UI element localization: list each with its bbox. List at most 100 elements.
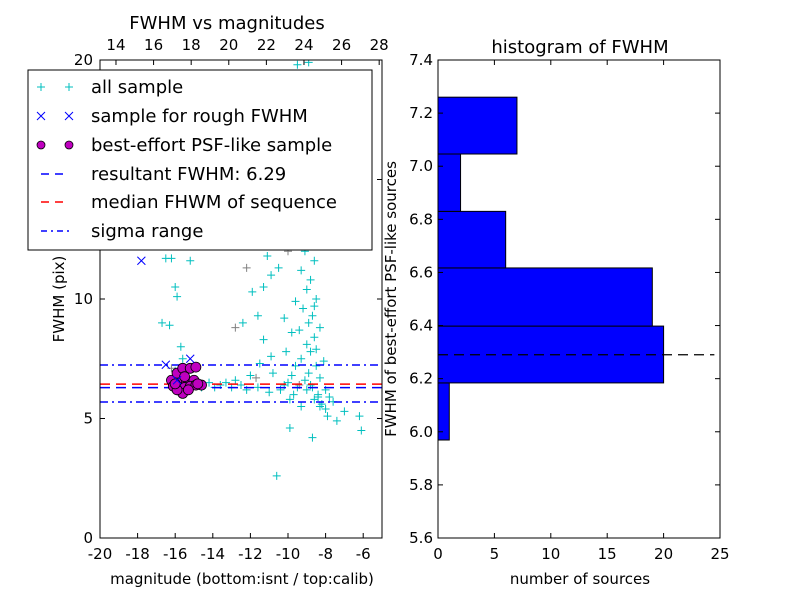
legend-plus-icon <box>37 83 45 91</box>
legend-box <box>27 69 373 251</box>
all-sample-point <box>158 318 167 327</box>
all-sample-point <box>315 323 324 332</box>
y-tick-label: 5.8 <box>409 476 433 494</box>
all-sample-point <box>310 333 319 342</box>
x-tick-label: 0 <box>433 545 443 563</box>
y-tick-label: 6.6 <box>409 263 433 281</box>
all-sample-point <box>253 311 262 320</box>
all-sample-point <box>267 271 276 280</box>
all-sample-point <box>325 392 334 401</box>
all-sample-point <box>274 263 283 272</box>
all-sample-point <box>255 359 264 368</box>
all-sample-point <box>176 342 185 351</box>
x-tick-label: -18 <box>125 545 150 563</box>
all-sample-point <box>302 340 311 349</box>
all-sample-point <box>304 369 313 378</box>
y-tick-label: 7.0 <box>409 157 433 175</box>
psf-like-point <box>169 378 181 390</box>
left-scatter-plot: -20 -18 -16 -14 -12 -10 -8 -6 14 16 18 20 22 24 26 28 0 5… <box>27 36 389 563</box>
gray-sample-point <box>242 263 251 272</box>
legend-label: all sample <box>91 77 183 98</box>
all-sample-point <box>314 392 323 401</box>
y-tick-label: 7.4 <box>409 51 433 69</box>
all-sample-point <box>297 402 306 411</box>
x-tick-label: -16 <box>163 545 188 563</box>
all-sample-point <box>268 369 277 378</box>
all-sample-point <box>265 388 274 397</box>
all-sample-point <box>285 395 294 404</box>
left-ylabel: FWHM (pix) <box>50 256 68 343</box>
rough-sample-point <box>137 256 146 266</box>
all-sample-point <box>280 314 289 323</box>
y-tick-label: 10 <box>74 290 93 308</box>
histogram-bar <box>437 153 462 212</box>
all-sample-point <box>259 335 268 344</box>
all-sample-point <box>308 433 317 442</box>
all-sample-point <box>332 416 341 425</box>
legend-label: median FHWM of sequence <box>91 192 337 213</box>
rough-sample-point <box>185 354 195 364</box>
all-sample-point <box>293 60 302 69</box>
right-ylabel: FWHM of best-effort PSF-like sources <box>382 161 400 437</box>
histogram-bar <box>437 96 518 155</box>
legend: all sample sample for rough FWHM best-effo… <box>27 69 373 251</box>
x-tick-label: -20 <box>88 545 113 563</box>
histogram-bar <box>437 210 507 269</box>
legend-label: best-effort PSF-like sample <box>91 135 332 156</box>
x-tick-label: -8 <box>318 545 333 563</box>
all-sample-point <box>231 376 240 385</box>
psf-like-point <box>192 378 204 390</box>
all-sample-point <box>289 390 298 399</box>
x-tick-label: 15 <box>598 545 617 563</box>
all-sample-point <box>205 378 214 387</box>
gray-sample-point <box>252 373 261 382</box>
psf-like-point <box>182 384 194 396</box>
all-sample-point <box>237 381 245 390</box>
legend-x-icon <box>64 111 74 121</box>
x-tick-label: 10 <box>541 545 560 563</box>
all-sample-point <box>291 361 300 370</box>
psf-like-point <box>190 361 202 373</box>
all-sample-point <box>308 311 317 320</box>
all-sample-point <box>246 371 255 380</box>
top-x-tick-label: 18 <box>182 36 201 54</box>
all-sample-point <box>267 352 276 361</box>
y-tick-label: 20 <box>74 51 93 69</box>
x-tick-label: -12 <box>238 545 263 563</box>
all-sample-point <box>297 354 306 363</box>
all-sample-point <box>291 297 300 306</box>
right-axes-frame <box>437 59 721 539</box>
all-sample-point <box>171 283 180 292</box>
y-tick-label: 6.4 <box>409 317 433 335</box>
legend-x-icon <box>36 111 46 121</box>
top-x-tick-label: 26 <box>332 36 351 54</box>
rough-sample-point <box>172 375 182 385</box>
all-sample-point <box>295 326 304 335</box>
all-sample-point <box>306 347 315 356</box>
all-sample-point <box>300 376 309 385</box>
left-xlabel: magnitude (bottom:isnt / top:calib) <box>110 570 374 588</box>
all-sample-point <box>306 275 315 284</box>
all-sample-point <box>357 426 366 435</box>
legend-circle-icon <box>36 140 46 150</box>
all-sample-point <box>312 345 321 354</box>
all-sample-point <box>178 354 187 363</box>
y-tick-label: 0 <box>83 529 93 547</box>
all-sample-point <box>321 404 330 413</box>
all-sample-point <box>312 295 321 303</box>
x-tick-label: 20 <box>654 545 673 563</box>
top-x-tick-label: 16 <box>144 36 163 54</box>
x-tick-label: -6 <box>356 545 371 563</box>
all-sample-point <box>315 373 324 382</box>
x-tick-label: -14 <box>201 545 226 563</box>
y-tick-label: 5.6 <box>409 529 433 547</box>
y-tick-label: 6.0 <box>409 423 433 441</box>
all-sample-point <box>272 471 281 480</box>
all-sample-point <box>312 361 321 370</box>
y-tick-label: 6.2 <box>409 370 433 388</box>
all-sample-point <box>355 412 364 421</box>
legend-label: resultant FWHM: 6.29 <box>91 164 286 185</box>
all-sample-point <box>304 60 313 67</box>
y-tick-label: 7.2 <box>409 104 433 122</box>
x-tick-label: 5 <box>490 545 500 563</box>
